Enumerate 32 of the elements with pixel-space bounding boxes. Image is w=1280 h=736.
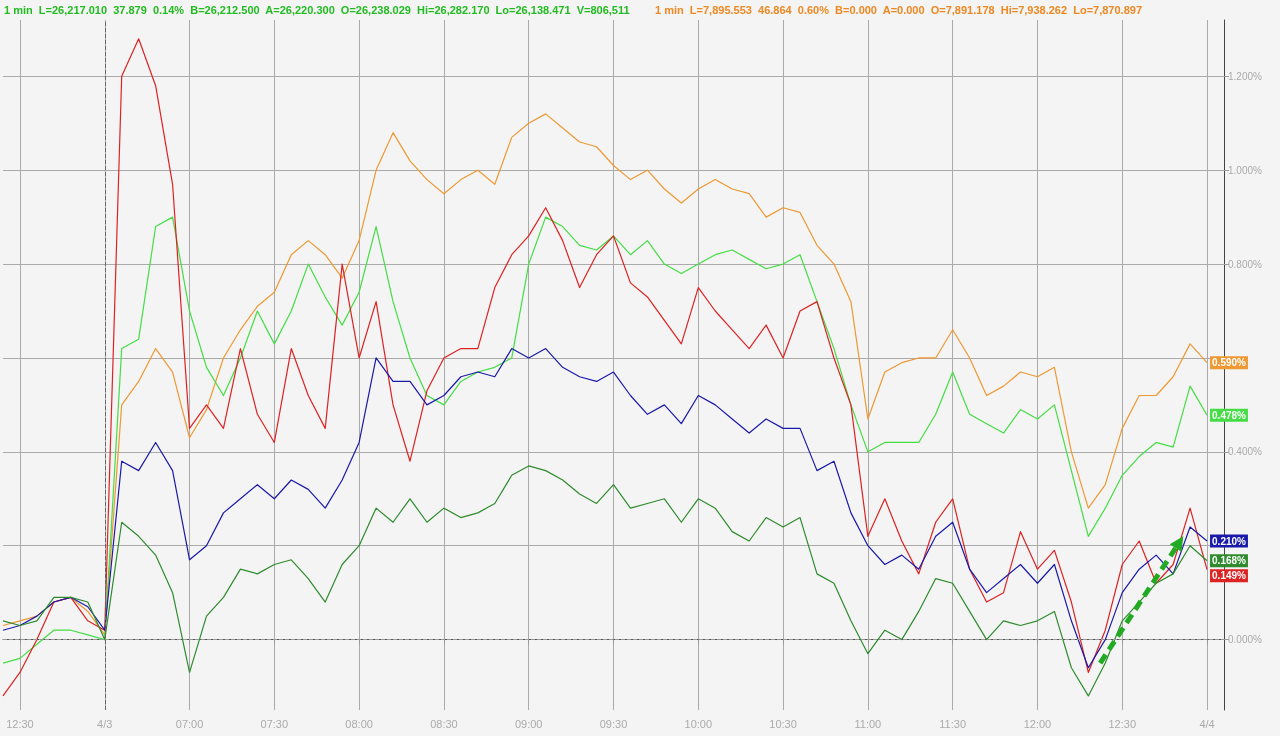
text: 1 min L=26,217.010 37.879 0.14% B=26,212.500 A=26,220.300 O=26,238.029 Hi=26,282.170 Lo=26,138.471 V=806,511 (4, 3, 630, 16)
text: 1 min L=7,895.553 46.864 0.60% B=0.000 A=0.000 O=7,891.178 Hi=7,938.262 Lo=7,870.897 (655, 3, 1142, 16)
x-tick-label: 12:30 (6, 717, 34, 730)
line-series (2, 113, 1208, 636)
x-tick-label: 09:00 (514, 717, 543, 730)
x-tick-label: 10:00 (684, 717, 713, 730)
data-label: 0.590% (1212, 357, 1247, 369)
x-tick-label: 12:00 (1023, 717, 1052, 730)
x-tick-label: 11:30 (939, 717, 967, 730)
data-label: 0.149% (1212, 570, 1247, 582)
x-tick-label: 08:30 (430, 717, 458, 730)
x-tick-label: 09:30 (599, 717, 628, 730)
data-label: 0.168% (1212, 555, 1247, 567)
line-series (2, 38, 1208, 697)
x-tick-label: 10:30 (769, 717, 797, 730)
x-tick-label: 4/4 (1199, 717, 1215, 730)
x-tick-label: 08:00 (345, 717, 373, 730)
y-tick-label: 0.400% (1228, 446, 1263, 458)
x-tick-label: 4/3 (97, 717, 113, 730)
line-series (2, 216, 1208, 664)
x-tick-label: 07:30 (260, 717, 289, 730)
y-tick-label: 1.200% (1228, 70, 1263, 82)
x-tick-label: 07:00 (175, 717, 204, 730)
data-label: 0.210% (1212, 535, 1247, 547)
x-tick-label: 11:00 (854, 717, 882, 730)
line-series (2, 347, 1208, 669)
data-label: 0.478% (1212, 409, 1247, 421)
y-tick-label: 0.000% (1228, 634, 1263, 646)
y-tick-label: 1.000% (1228, 164, 1263, 176)
x-tick-label: 12:30 (1108, 717, 1137, 730)
line-series (2, 465, 1208, 697)
y-tick-label: 0.800% (1228, 258, 1263, 270)
